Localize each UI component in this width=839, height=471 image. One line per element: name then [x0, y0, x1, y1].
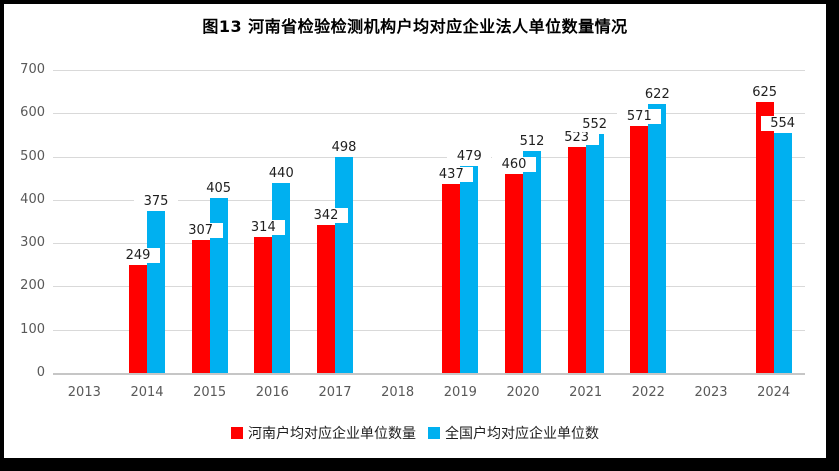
y-tick-label-300: 300: [20, 235, 45, 251]
x-tick-label-2014: 2014: [130, 385, 164, 400]
y-tick-label-200: 200: [20, 278, 45, 294]
y-tick-label-100: 100: [20, 321, 45, 337]
bar-henan-2024: [755, 102, 774, 373]
gridline-300: [53, 243, 805, 245]
bar-national-2020: [523, 151, 541, 373]
x-tick-label-2017: 2017: [318, 385, 352, 400]
bar-henan-2020: [505, 173, 523, 373]
x-axis-line: [53, 373, 805, 375]
value-label-national-2017: 498: [322, 140, 366, 156]
gridline-500: [53, 156, 805, 158]
bar-national-2024: [773, 133, 792, 373]
y-tick-label-400: 400: [20, 191, 45, 207]
x-tick-label-2015: 2015: [193, 385, 227, 400]
x-tick-label-2024: 2024: [757, 385, 791, 400]
x-tick-label-2013: 2013: [67, 385, 101, 400]
x-tick-label-2020: 2020: [506, 385, 540, 400]
y-tick-label-600: 600: [20, 105, 45, 121]
plot-area: 249 307 314 342 437 460 523 571 625 375 405 440 498 4…: [53, 70, 805, 375]
value-label-national-2022: 622: [635, 86, 680, 102]
bar-henan-2016: [254, 237, 273, 373]
bar-national-2017: [335, 157, 353, 373]
value-label-national-2024: 554: [760, 116, 805, 132]
bar-national-2021: [585, 134, 604, 373]
x-tick-label-2021: 2021: [569, 385, 603, 400]
value-label-national-2014: 375: [134, 193, 178, 209]
gridline-700: [53, 70, 805, 71]
value-label-henan-2015: 307: [178, 223, 223, 239]
value-label-henan-2021: 523: [554, 129, 599, 145]
gridline-100: [53, 329, 805, 331]
bar-national-2014: [147, 210, 165, 373]
gridline-600: [53, 113, 805, 115]
value-label-henan-2024: 625: [742, 85, 787, 101]
value-label-henan-2020: 460: [492, 156, 536, 172]
value-label-national-2019: 479: [447, 148, 492, 164]
bar-henan-2022: [630, 125, 649, 373]
value-label-henan-2014: 249: [116, 248, 160, 264]
legend-label-national: 全国户均对应企业单位数: [445, 426, 599, 442]
chart-canvas: 图13 河南省检验检测机构户均对应企业法人单位数量情况 0 100 200 300 40…: [4, 4, 826, 458]
gridline-200: [53, 286, 805, 288]
value-label-national-2020: 512: [510, 134, 554, 150]
bar-henan-2017: [317, 224, 335, 373]
x-tick-label-2023: 2023: [694, 385, 728, 400]
y-tick-label-0: 0: [36, 365, 45, 380]
value-label-national-2016: 440: [259, 165, 304, 181]
legend-swatch-henan-icon: [231, 427, 243, 439]
legend-item-national: 全国户均对应企业单位数: [428, 423, 599, 443]
x-tick-label-2022: 2022: [631, 385, 665, 400]
x-tick-label-2016: 2016: [255, 385, 289, 400]
y-tick-label-500: 500: [20, 148, 45, 164]
legend: 河南户均对应企业单位数量 全国户均对应企业单位数: [4, 424, 826, 442]
gridline-400: [53, 199, 805, 201]
x-tick-label-2018: 2018: [381, 385, 415, 400]
bar-henan-2019: [442, 183, 461, 373]
value-label-henan-2019: 437: [429, 166, 474, 182]
bar-henan-2021: [567, 146, 586, 373]
value-label-henan-2022: 571: [617, 108, 662, 124]
value-label-henan-2017: 342: [304, 207, 348, 223]
value-label-national-2015: 405: [196, 180, 241, 196]
legend-swatch-national-icon: [428, 427, 440, 439]
bar-henan-2014: [129, 265, 147, 373]
chart-title: 图13 河南省检验检测机构户均对应企业法人单位数量情况: [202, 17, 628, 36]
value-label-national-2021: 552: [572, 117, 617, 133]
bar-national-2015: [209, 197, 228, 373]
bar-national-2022: [648, 103, 667, 373]
legend-label-henan: 河南户均对应企业单位数量: [248, 426, 416, 442]
bar-henan-2015: [191, 240, 210, 373]
y-tick-label-700: 700: [20, 62, 45, 77]
value-label-henan-2016: 314: [241, 220, 286, 236]
x-tick-label-2019: 2019: [443, 385, 477, 400]
bar-national-2016: [272, 182, 291, 373]
legend-item-henan: 河南户均对应企业单位数量: [231, 423, 416, 443]
bar-national-2019: [460, 165, 479, 373]
